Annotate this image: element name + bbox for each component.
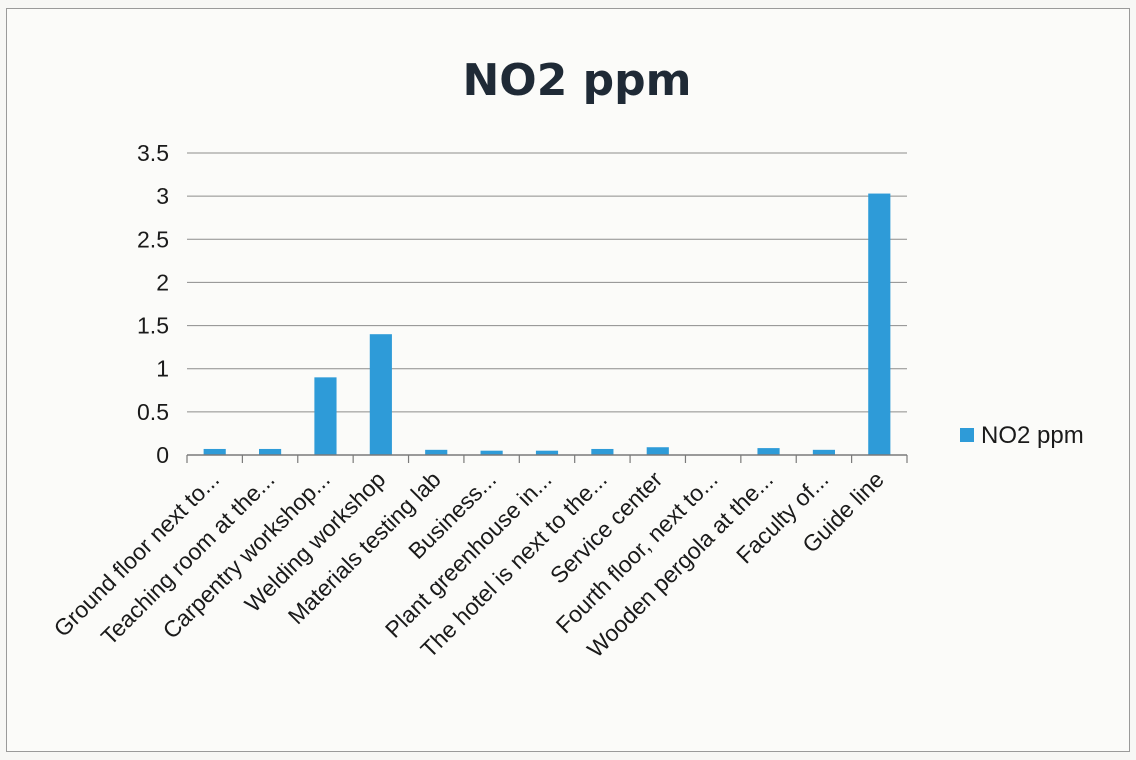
x-axis bbox=[186, 454, 908, 463]
bar bbox=[757, 448, 780, 455]
bar bbox=[480, 450, 503, 455]
bar bbox=[369, 334, 392, 455]
gridlines bbox=[187, 152, 907, 413]
bar bbox=[646, 447, 669, 455]
bar bbox=[535, 450, 559, 455]
y-axis-ticks: 0 0.5 1 1.5 2 2.5 3 3.5 bbox=[137, 140, 169, 468]
bar bbox=[425, 449, 448, 455]
bar-chart: NO2 ppm 0 0.5 1 1.5 2 2.5 3 3.5 Ground floor ne… bbox=[49, 55, 1084, 663]
y-tick-label: 3 bbox=[156, 183, 169, 209]
bar bbox=[812, 449, 835, 455]
y-tick-label: 2 bbox=[156, 269, 169, 295]
bar bbox=[868, 193, 891, 455]
chart-frame: NO2 ppm 0 0.5 1 1.5 2 2.5 3 3.5 Ground floor ne… bbox=[6, 8, 1130, 752]
bars bbox=[203, 193, 891, 455]
bar bbox=[314, 377, 337, 455]
y-tick-label: 1 bbox=[156, 356, 169, 382]
y-tick-label: 0 bbox=[156, 442, 169, 468]
y-tick-label: 2.5 bbox=[137, 226, 169, 252]
y-tick-label: 1.5 bbox=[137, 313, 169, 339]
bar bbox=[259, 448, 282, 455]
y-tick-label: 3.5 bbox=[137, 140, 169, 166]
bar bbox=[203, 448, 226, 455]
legend: NO2 ppm bbox=[960, 422, 1084, 449]
chart-title: NO2 ppm bbox=[462, 55, 691, 106]
y-tick-label: 0.5 bbox=[137, 399, 169, 425]
x-axis-labels: Ground floor next to...Teaching room at … bbox=[49, 466, 889, 663]
bar bbox=[591, 448, 614, 455]
legend-swatch bbox=[960, 428, 974, 442]
legend-label: NO2 ppm bbox=[981, 422, 1084, 449]
